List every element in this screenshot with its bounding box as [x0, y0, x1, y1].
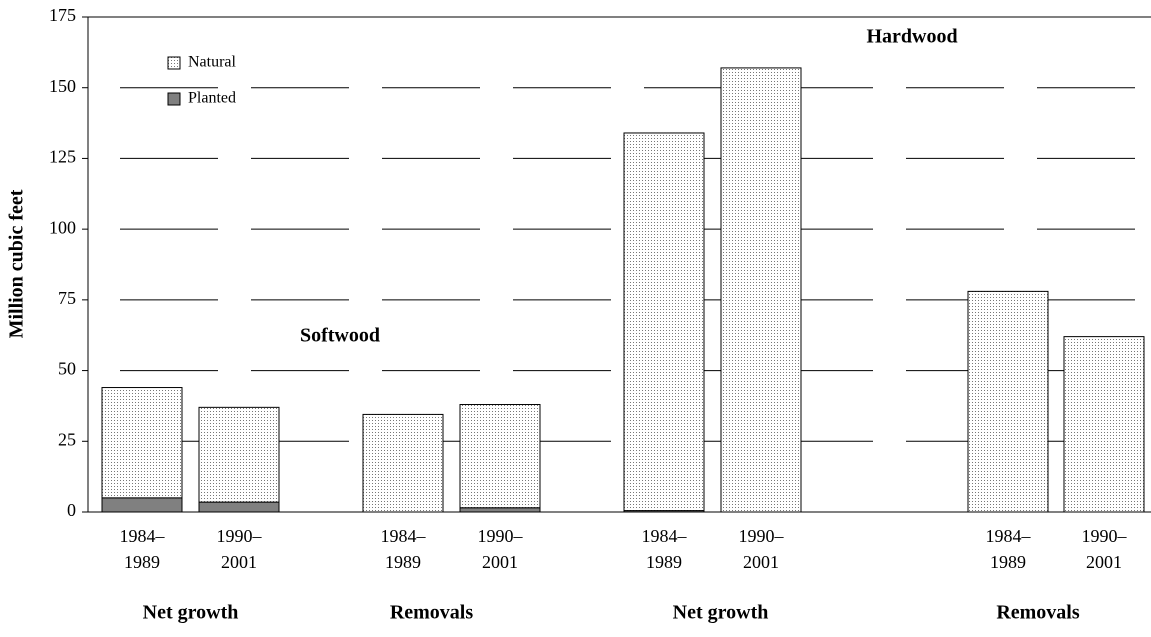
y-tick-label: 75 [58, 288, 76, 308]
group-label: Net growth [673, 602, 769, 624]
group-label: Removals [996, 602, 1080, 624]
x-tick-label: 1990– 2001 [217, 526, 263, 572]
annotation: Hardwood [866, 26, 957, 48]
bar-segment [362, 413, 444, 513]
group-label: Net growth [143, 602, 239, 624]
legend-label: Planted [188, 90, 236, 107]
bar-segment [459, 404, 541, 509]
y-tick-label: 175 [49, 5, 76, 25]
bar-segment [198, 501, 280, 513]
x-tick-label: 1984– 1989 [381, 526, 427, 572]
bar-segment [198, 406, 280, 503]
bar-segment [967, 290, 1049, 513]
x-tick-label: 1984– 1989 [986, 526, 1032, 572]
legend-label: Natural [188, 54, 237, 71]
x-tick-label: 1984– 1989 [120, 526, 166, 572]
bar-segment [1063, 336, 1145, 513]
x-tick-label: 1984– 1989 [642, 526, 688, 572]
bar-segment [101, 387, 183, 499]
y-tick-label: 0 [67, 500, 76, 520]
annotation: Softwood [300, 325, 380, 347]
x-tick-label: 1990– 2001 [478, 526, 524, 572]
y-tick-label: 125 [49, 147, 76, 167]
bar-segment [101, 497, 183, 513]
y-tick-label: 50 [58, 359, 76, 379]
bar-segment [720, 67, 802, 513]
y-tick-label: 150 [49, 76, 76, 96]
legend-swatch [167, 92, 181, 106]
legend-swatch [167, 56, 181, 70]
bar-segment [623, 132, 705, 512]
x-tick-label: 1990– 2001 [739, 526, 785, 572]
group-label: Removals [390, 602, 474, 624]
y-tick-label: 100 [49, 217, 76, 237]
y-tick-label: 25 [58, 429, 76, 449]
bar-segment [459, 507, 541, 513]
x-tick-label: 1990– 2001 [1082, 526, 1128, 572]
y-axis-label: Million cubic feet [6, 189, 28, 338]
